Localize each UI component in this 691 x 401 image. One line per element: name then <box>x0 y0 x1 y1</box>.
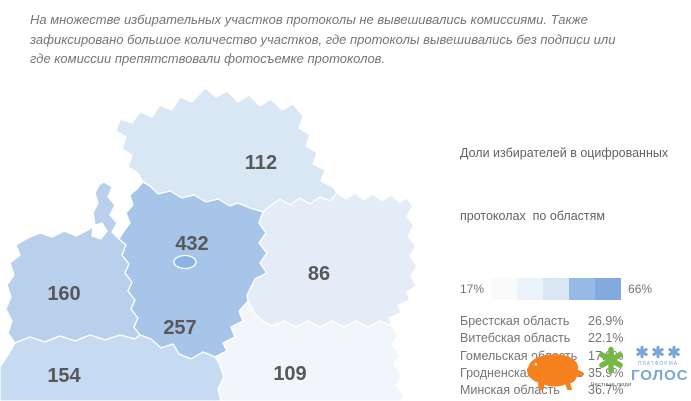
map-count-label-160: 160 <box>47 283 80 305</box>
region-name: Брестская область <box>460 314 570 328</box>
grodno-white-notch <box>91 222 108 240</box>
intro-paragraph: На множестве избирательных участков прот… <box>30 12 616 66</box>
minsk-city <box>173 254 197 270</box>
legend-title-line1: Доли избирателей в оцифрованных <box>460 146 669 160</box>
zubr-logo <box>519 351 589 396</box>
map-count-label-432: 432 <box>175 233 208 255</box>
scale-swatch-5 <box>595 278 622 300</box>
brest-region <box>0 334 225 401</box>
scale-swatch-4 <box>569 278 596 300</box>
map-count-label-112: 112 <box>245 152 277 174</box>
grodno-region <box>5 181 141 344</box>
region-value: 26.9% <box>588 314 624 328</box>
map-count-label-109: 109 <box>273 363 306 385</box>
legend-row: Минская область 36.7% <box>460 382 688 399</box>
region-value: 22.1% <box>588 331 624 346</box>
map-count-label-154: 154 <box>47 365 81 387</box>
bison-icon <box>526 354 584 391</box>
green-asterisk-icon <box>599 346 623 374</box>
golos-logo: ПЛАТФОРМА ГОЛОС <box>631 345 689 384</box>
honest-people-caption: Честные люди <box>590 382 632 388</box>
scale-max-label: 66% <box>628 282 653 296</box>
region-value: 36.7% <box>588 383 624 398</box>
belarus-map-svg: 112 432 86 160 257 154 109 <box>0 87 418 401</box>
legend-row: Брестская область 26.9% <box>460 313 688 330</box>
scale-swatch-1 <box>491 278 518 300</box>
golos-name-label: ГОЛОС <box>631 367 689 384</box>
legend-row: Витебская область 22.1% <box>460 330 688 347</box>
scale-swatch-3 <box>543 278 570 300</box>
map-count-label-86: 86 <box>308 263 330 285</box>
partner-logos: Честные люди ПЛАТФОРМА ГОЛОС <box>515 343 689 396</box>
mogilev-region <box>246 192 418 328</box>
legend-title-line2: протоколах по областям <box>460 209 605 223</box>
gomel-region <box>214 300 405 401</box>
scale-min-label: 17% <box>460 282 485 296</box>
region-name: Витебская область <box>460 331 571 346</box>
three-asterisks-icon <box>631 345 685 359</box>
map-count-label-257: 257 <box>163 317 196 339</box>
region-value: 35.9% <box>588 365 624 380</box>
legend-title: Доли избирателей в оцифрованных протокол… <box>460 101 688 269</box>
golos-platform-label: ПЛАТФОРМА <box>637 361 679 367</box>
region-name: Минская область <box>460 383 560 398</box>
scale-swatch-2 <box>517 278 544 300</box>
honest-people-logo: Честные люди <box>581 345 641 388</box>
scale-strip <box>491 278 622 300</box>
legend-panel: Доли избирателей в оцифрованных протокол… <box>460 101 688 401</box>
color-scale: 17% 66% <box>460 278 688 300</box>
belarus-choropleth-map: 112 432 86 160 257 154 109 <box>0 85 440 401</box>
